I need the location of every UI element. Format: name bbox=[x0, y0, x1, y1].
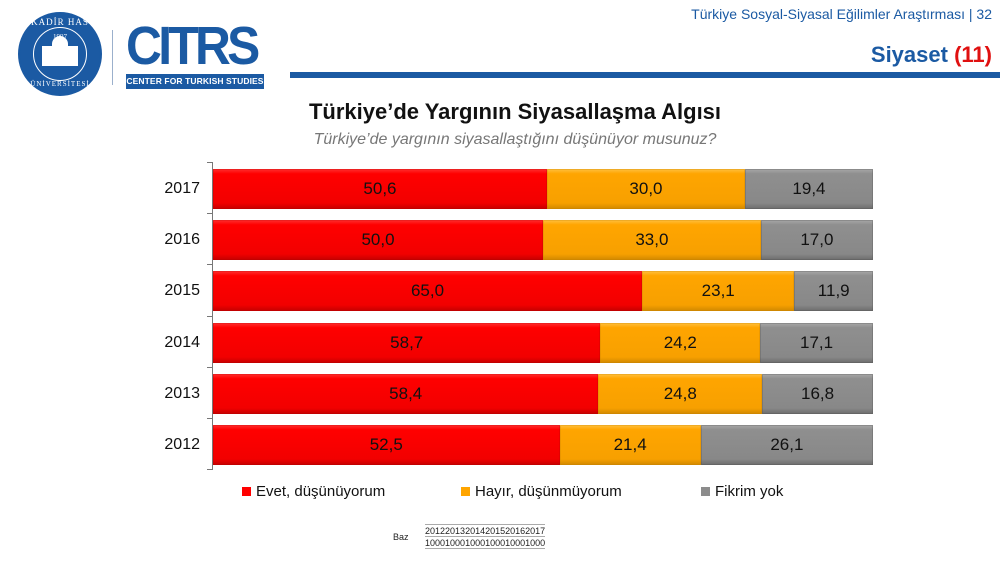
category-label: 2012 bbox=[164, 436, 200, 453]
stacked-bar: 58,7 24,2 17,1 bbox=[213, 322, 873, 363]
stacked-bar: 58,4 24,8 16,8 bbox=[213, 373, 873, 414]
section-number: (11) bbox=[954, 42, 992, 67]
bar-segment: 24,2 bbox=[600, 322, 761, 363]
bar-segment: 33,0 bbox=[543, 220, 761, 261]
section-label: Siyaset bbox=[870, 42, 948, 67]
header-rule bbox=[290, 72, 1000, 78]
bar-segment: 26,1 bbox=[700, 425, 873, 465]
bar-segment: 58,4 bbox=[213, 373, 599, 414]
bar-row: 2013 58,4 24,8 16,8 bbox=[0, 373, 1000, 414]
stacked-bar: 52,5 21,4 26,1 bbox=[213, 425, 873, 465]
chart-subtitle: Türkiye’de yargının siyasallaştığını düş… bbox=[313, 131, 717, 148]
bar-segment: 50,6 bbox=[213, 169, 547, 209]
axis-tick bbox=[207, 162, 212, 163]
section-heading: Siyaset (11) bbox=[871, 42, 992, 68]
legend-label: Hayır, düşünmüyorum bbox=[475, 483, 622, 500]
citrs-acronym: CITRS bbox=[126, 16, 260, 76]
axis-tick bbox=[207, 418, 212, 419]
citrs-full-name: CENTER FOR TURKISH STUDIES bbox=[126, 74, 264, 89]
logo-divider bbox=[112, 30, 113, 85]
stacked-bar: 50,0 33,0 17,0 bbox=[213, 220, 873, 261]
axis-tick bbox=[207, 469, 212, 471]
stacked-bar: 50,6 30,0 19,4 bbox=[213, 169, 873, 209]
base-year: 2015 bbox=[485, 524, 506, 537]
category-label: 2017 bbox=[164, 180, 200, 197]
stacked-bar: 65,0 23,1 11,9 bbox=[213, 271, 873, 312]
chart-title: Türkiye’de Yargının Siyasallaşma Algısı bbox=[308, 99, 722, 124]
base-label: Baz bbox=[393, 532, 409, 542]
bar-row: 2015 65,0 23,1 11,9 bbox=[0, 271, 1000, 312]
legend-item-fikrim-yok: Fikrim yok bbox=[701, 483, 783, 500]
survey-title: Türkiye Sosyal-Siyasal Eğilimler Araştır… bbox=[691, 6, 992, 22]
legend-swatch-red bbox=[242, 487, 251, 496]
axis-tick bbox=[207, 366, 212, 368]
category-label: 2014 bbox=[164, 333, 200, 351]
base-value: 1000 bbox=[465, 536, 486, 549]
category-axis bbox=[212, 162, 213, 470]
logo-inner-ring bbox=[33, 27, 87, 81]
bar-row: 2017 50,6 30,0 19,4 bbox=[0, 169, 1000, 209]
bar-segment: 19,4 bbox=[744, 169, 873, 209]
bar-segment: 23,1 bbox=[642, 271, 795, 312]
axis-tick bbox=[207, 315, 212, 317]
base-year: 2013 bbox=[445, 524, 466, 537]
logo-bottom-text: ÜNİVERSİTESİ bbox=[30, 80, 90, 88]
axis-tick bbox=[207, 213, 212, 215]
bar-segment: 52,5 bbox=[213, 425, 560, 465]
base-values: 2012 2013 2014 2015 2016 2017 1000 1000 1000 100… bbox=[425, 524, 546, 549]
base-year: 2012 bbox=[425, 524, 446, 537]
legend-swatch-gray bbox=[701, 487, 710, 496]
base-year: 2014 bbox=[465, 524, 486, 537]
bar-segment: 16,8 bbox=[762, 373, 873, 414]
bar-segment: 21,4 bbox=[559, 425, 701, 465]
chart-legend: Evet, düşünüyorum Hayır, düşünmüyorum Fi… bbox=[0, 483, 1000, 501]
base-value: 1000 bbox=[485, 536, 506, 549]
legend-label: Evet, düşünüyorum bbox=[256, 483, 386, 500]
legend-item-evet: Evet, düşünüyorum bbox=[242, 483, 385, 500]
base-year: 2016 bbox=[505, 524, 526, 537]
bar-row: 2012 52,5 21,4 26,1 bbox=[0, 425, 1000, 465]
legend-label: Fikrim yok bbox=[715, 483, 784, 500]
bar-segment: 17,0 bbox=[760, 220, 873, 261]
axis-tick bbox=[207, 264, 212, 266]
base-value: 1000 bbox=[505, 536, 526, 549]
bar-segment: 30,0 bbox=[546, 169, 745, 209]
category-label: 2016 bbox=[164, 231, 200, 249]
base-value: 1000 bbox=[525, 536, 546, 549]
base-value: 1000 bbox=[425, 536, 446, 549]
bar-segment: 50,0 bbox=[213, 220, 543, 261]
bar-segment: 11,9 bbox=[794, 271, 873, 312]
bar-segment: 58,7 bbox=[213, 322, 601, 363]
base-year: 2017 bbox=[525, 524, 546, 537]
bar-segment: 65,0 bbox=[213, 271, 642, 312]
bar-row: 2016 50,0 33,0 17,0 bbox=[0, 220, 1000, 261]
legend-swatch-orange bbox=[461, 487, 470, 496]
bar-segment: 24,8 bbox=[598, 373, 763, 414]
building-icon bbox=[42, 36, 78, 66]
kadir-has-university-logo: KADİR HAS 1997 ÜNİVERSİTESİ bbox=[18, 12, 102, 96]
category-label: 2013 bbox=[164, 384, 200, 402]
base-value: 1000 bbox=[445, 536, 466, 549]
category-label: 2015 bbox=[164, 282, 200, 300]
citrs-logo: CITRS CENTER FOR TURKISH STUDIES bbox=[126, 16, 264, 89]
logo-top-text: KADİR HAS bbox=[31, 17, 89, 27]
bar-segment: 17,1 bbox=[760, 322, 873, 363]
bar-row: 2014 58,7 24,2 17,1 bbox=[0, 322, 1000, 363]
legend-item-hayir: Hayır, düşünmüyorum bbox=[461, 483, 622, 500]
